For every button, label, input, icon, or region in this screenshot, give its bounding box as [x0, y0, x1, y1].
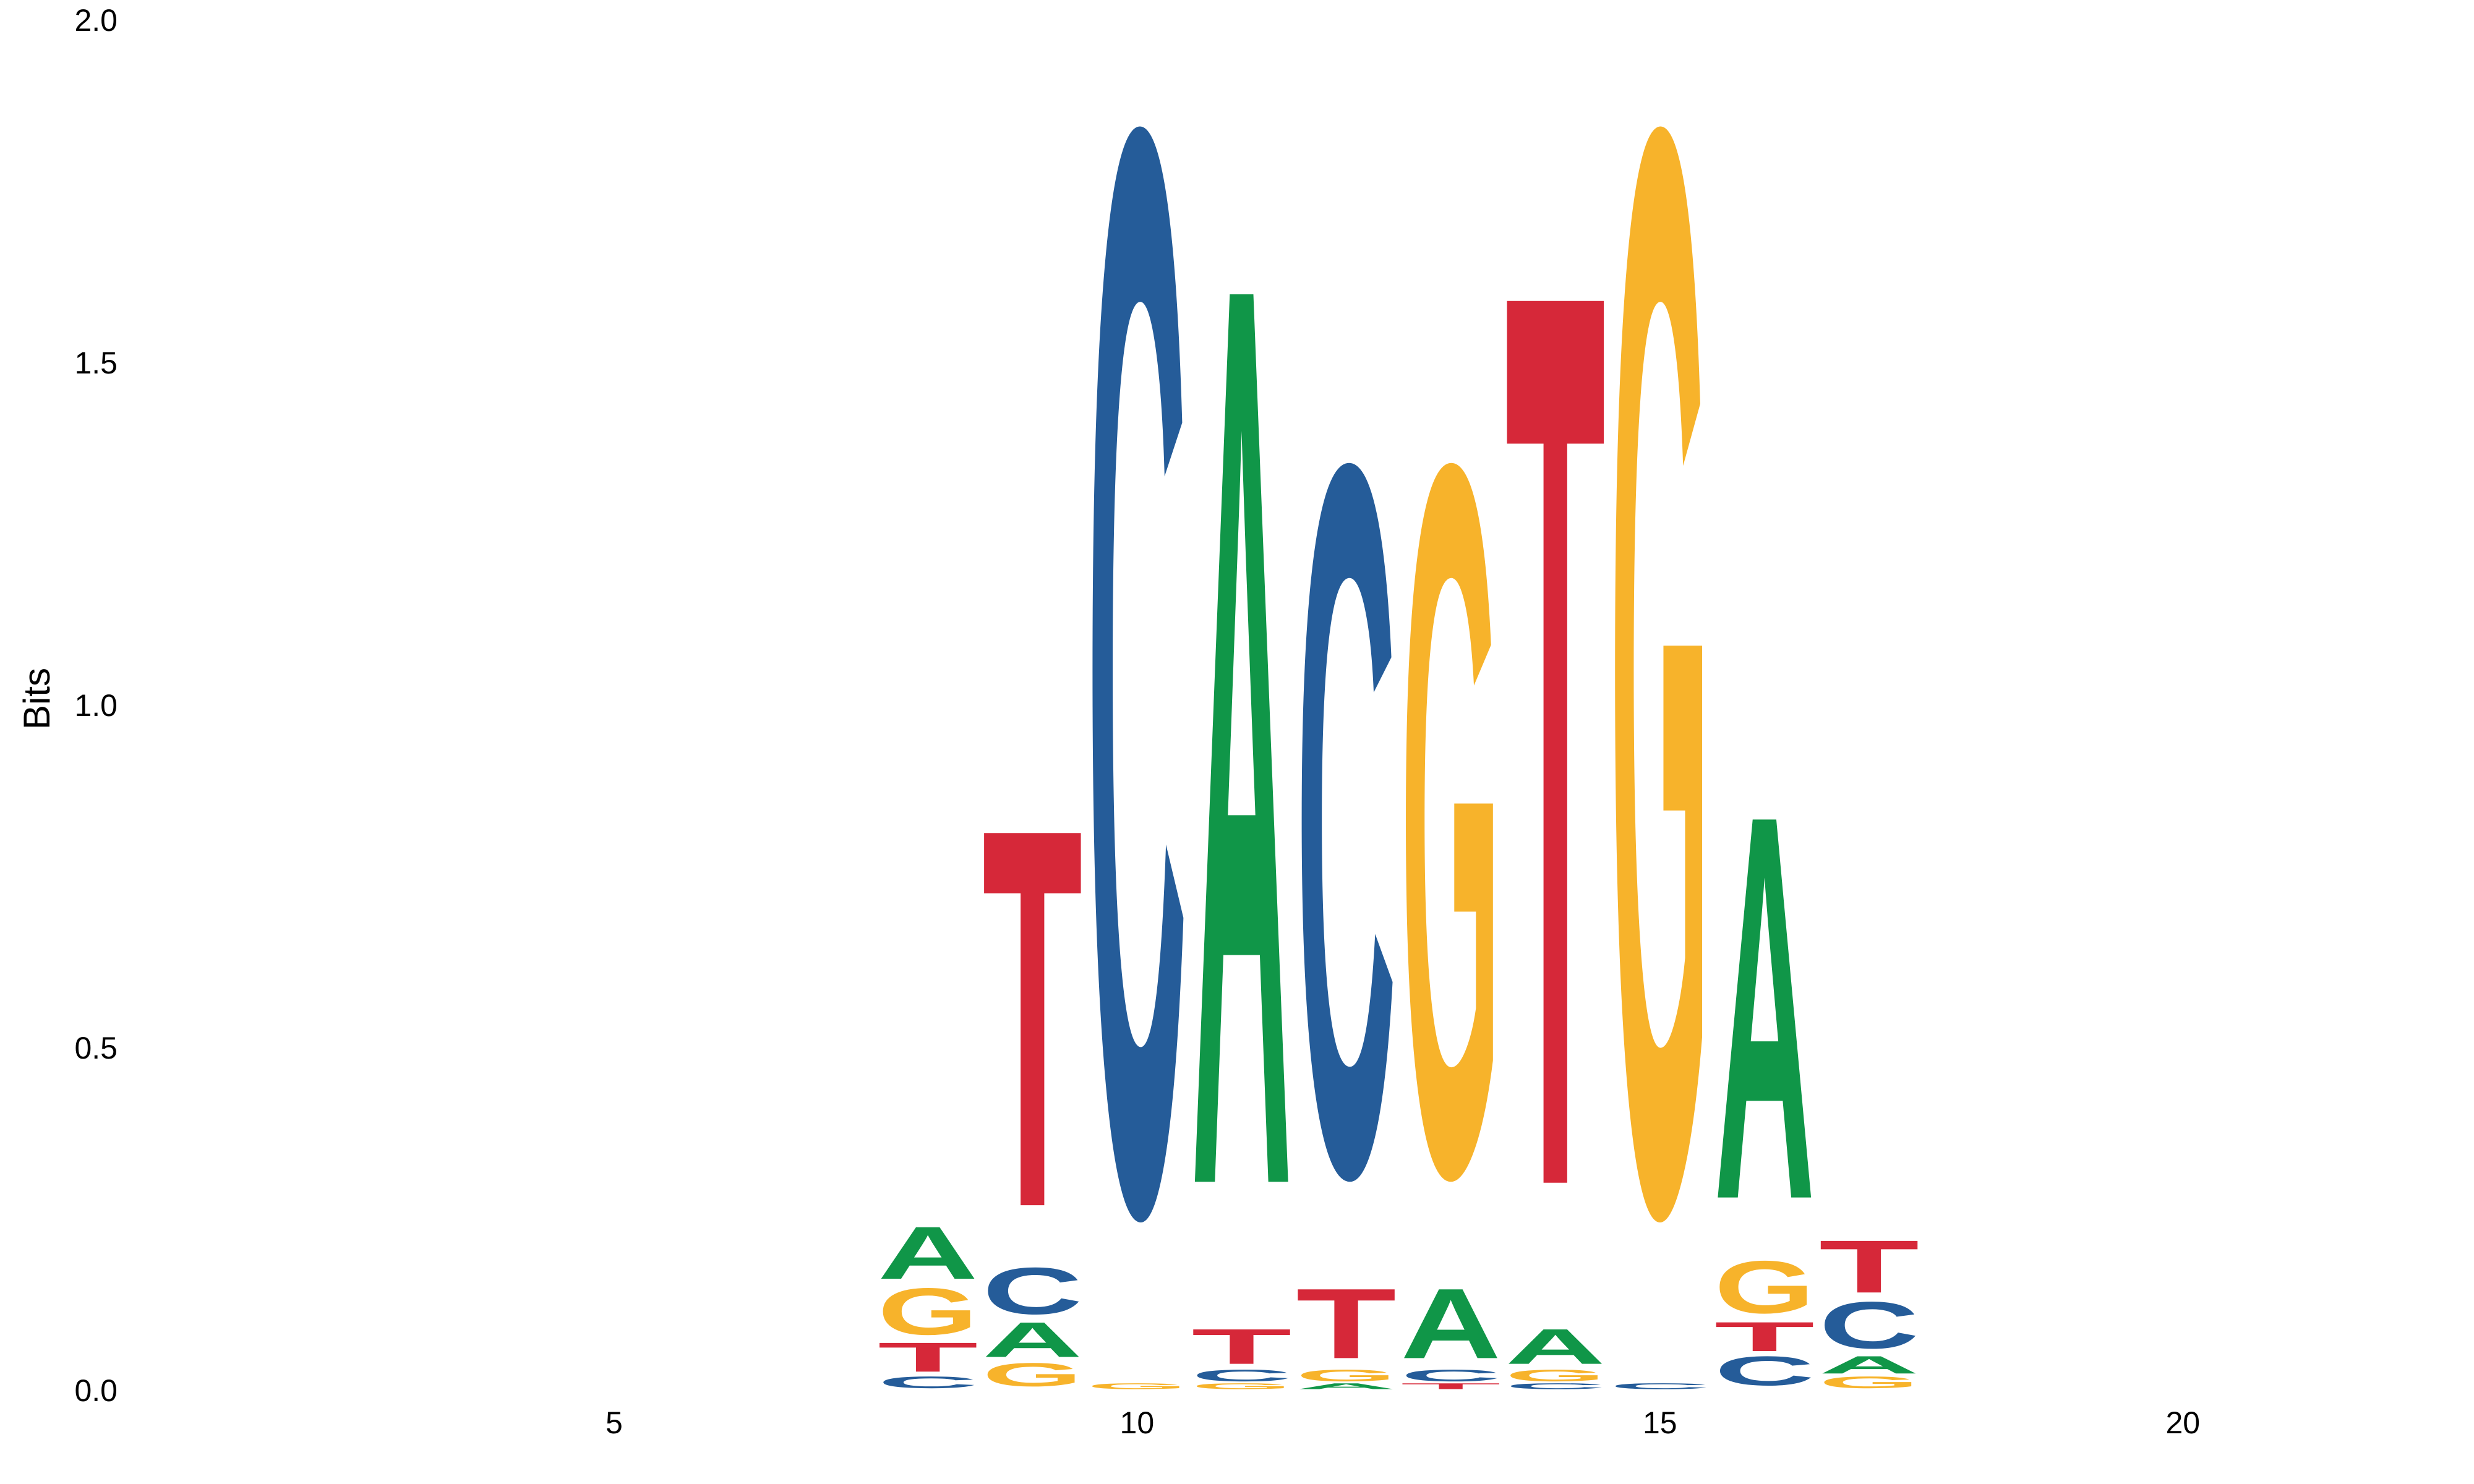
- y-tick-label: 1.0: [74, 688, 118, 723]
- logo-letter-t: T: [982, 717, 1082, 1321]
- logo-letter-t: T: [1819, 1224, 1919, 1308]
- y-tick-label: 2.0: [74, 3, 118, 38]
- y-axis-ticks: 0.0 0.5 1.0 1.5 2.0: [74, 3, 118, 1408]
- logo-letter-g: G: [1191, 1381, 1291, 1391]
- x-tick-label: 5: [606, 1405, 623, 1440]
- logo-letter-a: A: [1191, 15, 1291, 1456]
- logo-letter-c: C: [1296, 254, 1396, 1388]
- logo-letter-t: T: [1191, 1318, 1291, 1374]
- x-tick-label: 20: [2165, 1405, 2200, 1440]
- logo-letter-g: G: [1714, 1246, 1815, 1329]
- logo-letter-c: C: [1191, 1366, 1291, 1384]
- logo-letter-t: T: [878, 1334, 978, 1381]
- y-tick-label: 0.5: [74, 1031, 118, 1065]
- logo-letter-a: A: [878, 1211, 978, 1295]
- logo-letter-c: C: [1505, 1381, 1606, 1391]
- logo-letter-c: C: [1400, 1366, 1500, 1384]
- logo-letter-g: G: [1819, 1373, 1919, 1392]
- y-tick-label: 0.0: [74, 1373, 118, 1408]
- y-tick-label: 1.5: [74, 346, 118, 380]
- logo-letter-a: A: [982, 1311, 1082, 1367]
- logo-letter-g: G: [1610, 0, 1710, 1484]
- x-tick-label: 15: [1643, 1405, 1677, 1440]
- logo-letter-a: A: [1714, 701, 1815, 1315]
- x-axis-ticks: 5 10 15 20: [606, 1405, 2200, 1440]
- logo-letter-c: C: [1610, 1381, 1710, 1391]
- logo-letter-g: G: [1505, 1366, 1606, 1384]
- logo-letter-a: A: [1819, 1351, 1919, 1379]
- logo-letter-t: T: [1400, 1381, 1500, 1391]
- logo-letter-g: G: [982, 1356, 1082, 1393]
- logo-letter-c: C: [982, 1254, 1082, 1328]
- x-tick-label: 10: [1120, 1405, 1155, 1440]
- logo-letter-a: A: [1400, 1268, 1500, 1380]
- logo-letter-c: C: [878, 1373, 978, 1392]
- logo-letter-a: A: [1505, 1318, 1606, 1374]
- logo-letter-c: C: [1819, 1288, 1919, 1362]
- logo-letter-g: G: [1296, 1366, 1396, 1384]
- logo-letter-a: A: [1296, 1381, 1396, 1391]
- logo-letter-t: T: [1505, 23, 1606, 1455]
- logo-letter-g: G: [1400, 254, 1500, 1388]
- logo-letter-c: C: [1087, 0, 1187, 1484]
- logo-letter-t: T: [1714, 1314, 1815, 1360]
- logo-letter-g: G: [1087, 1381, 1187, 1391]
- logo-letter-c: C: [1714, 1348, 1815, 1394]
- logo-letter-g: G: [878, 1275, 978, 1349]
- y-axis-title: Bits: [16, 668, 58, 730]
- logo-letter-t: T: [1296, 1268, 1396, 1380]
